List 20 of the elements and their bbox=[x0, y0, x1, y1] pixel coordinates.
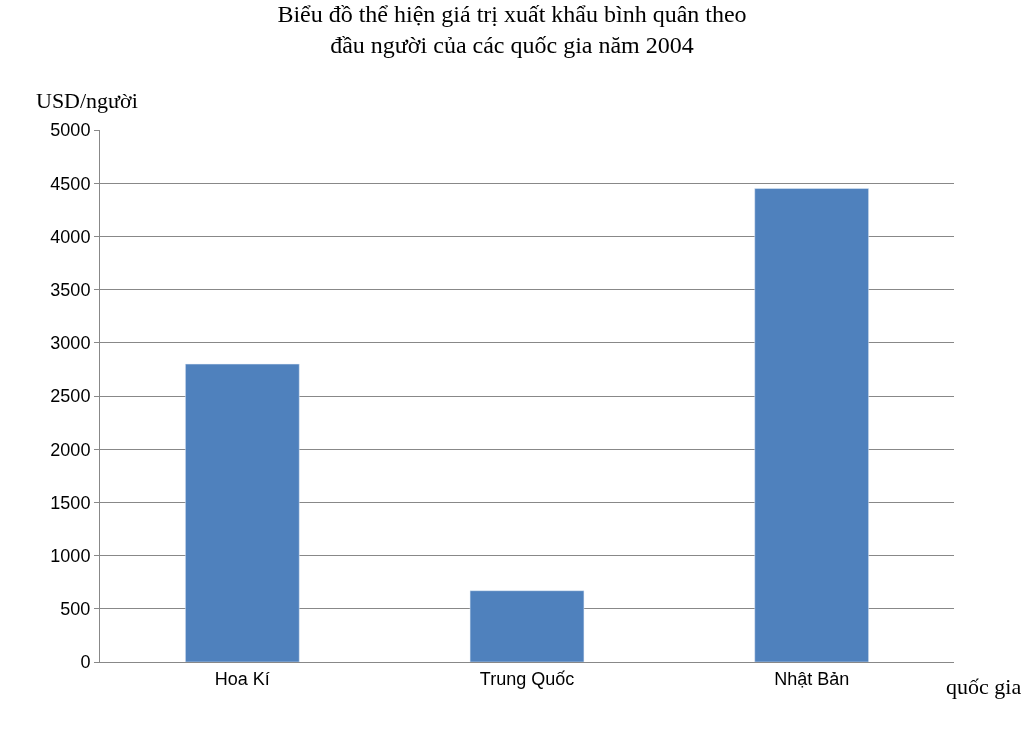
y-tick-label: 3500 bbox=[50, 279, 91, 300]
bar bbox=[754, 188, 869, 662]
y-tick-label: 500 bbox=[60, 599, 91, 620]
x-axis-title: quốc gia bbox=[946, 674, 1022, 699]
x-tick-label: Hoa Kí bbox=[214, 668, 270, 689]
chart-title: Biểu đồ thể hiện giá trị xuất khẩu bình quân theo đầu người của các quốc gia năm 2004 bbox=[277, 0, 747, 59]
bar bbox=[469, 590, 585, 662]
y-tick-label: 1000 bbox=[50, 545, 91, 566]
y-tick-label: 5000 bbox=[50, 120, 91, 141]
x-tick-label: Nhật Bản bbox=[774, 668, 850, 689]
y-tick-label: 1500 bbox=[50, 492, 91, 513]
y-tick-label: 2000 bbox=[50, 439, 91, 460]
y-tick-label: 2500 bbox=[50, 386, 91, 407]
y-tick-label: 4500 bbox=[50, 173, 91, 194]
y-tick-label: 3000 bbox=[50, 333, 91, 354]
y-axis-title: USD/người bbox=[36, 88, 138, 113]
x-tick-label: Trung Quốc bbox=[479, 668, 575, 689]
y-tick-label: 0 bbox=[80, 652, 91, 673]
bar bbox=[185, 363, 300, 662]
y-tick-label: 4000 bbox=[50, 226, 91, 247]
